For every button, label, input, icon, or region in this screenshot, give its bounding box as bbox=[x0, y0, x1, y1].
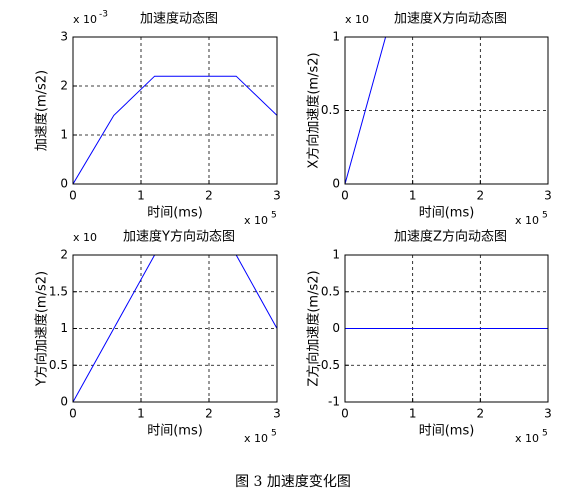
axes-box bbox=[344, 254, 549, 403]
y-axis-label: Z方向加速度(m/s2) bbox=[306, 270, 322, 386]
y-axis-label: 加速度(m/s2) bbox=[34, 70, 50, 151]
x-axis-label: 时间(ms) bbox=[147, 424, 203, 439]
subplot-title: 加速度动态图 bbox=[140, 11, 218, 27]
subplot-title: 加速度X方向动态图 bbox=[394, 11, 507, 27]
x-tick-label: 2 bbox=[205, 189, 213, 203]
y-tick-label: 0 bbox=[332, 177, 340, 191]
x-tick-label: 3 bbox=[273, 407, 281, 421]
x-multiplier: x 10 bbox=[244, 432, 268, 445]
y-tick-label: 0 bbox=[332, 321, 340, 335]
y-tick-label: 1 bbox=[60, 321, 68, 335]
x-tick-label: 0 bbox=[341, 189, 349, 203]
x-multiplier: x 10 bbox=[515, 214, 539, 227]
x-tick-label: 2 bbox=[205, 407, 213, 421]
x-multiplier-exponent: 5 bbox=[271, 211, 277, 221]
figure-caption: 图 3 加速度变化图 bbox=[235, 474, 351, 490]
x-tick-label: 2 bbox=[477, 407, 485, 421]
y-tick-label: -0.5 bbox=[317, 358, 340, 372]
y-axis-label: X方向加速度(m/s2) bbox=[306, 52, 322, 168]
x-axis-label: 时间(ms) bbox=[419, 206, 475, 221]
y-tick-label: 1.5 bbox=[49, 284, 68, 298]
y-axis-label: Y方向加速度(m/s2) bbox=[34, 271, 50, 387]
y-multiplier: x 10 bbox=[73, 13, 97, 26]
y-tick-label: -1 bbox=[328, 395, 340, 409]
y-tick-label: 0.5 bbox=[49, 358, 68, 372]
x-tick-label: 3 bbox=[544, 189, 552, 203]
x-tick-label: 0 bbox=[69, 189, 77, 203]
data-line bbox=[73, 255, 277, 402]
y-tick-label: 1 bbox=[60, 128, 68, 142]
x-multiplier-exponent: 5 bbox=[271, 429, 277, 439]
y-tick-label: 2 bbox=[60, 248, 68, 262]
y-tick-label: 2 bbox=[60, 79, 68, 93]
y-tick-label: 1 bbox=[332, 248, 340, 262]
x-tick-label: 2 bbox=[477, 189, 485, 203]
y-tick-label: 0 bbox=[60, 177, 68, 191]
x-tick-label: 1 bbox=[409, 407, 417, 421]
subplot-title: 加速度Y方向动态图 bbox=[123, 229, 235, 245]
x-multiplier-exponent: 5 bbox=[542, 211, 548, 221]
x-axis-label: 时间(ms) bbox=[419, 424, 475, 439]
y-tick-label: 0.5 bbox=[321, 284, 340, 298]
x-multiplier: x 10 bbox=[515, 432, 539, 445]
y-tick-label: 0.5 bbox=[321, 103, 340, 117]
x-multiplier: x 10 bbox=[244, 214, 268, 227]
axes-box bbox=[344, 36, 549, 185]
data-line bbox=[73, 75, 277, 184]
x-tick-label: 1 bbox=[137, 407, 145, 421]
y-tick-label: 1 bbox=[332, 30, 340, 44]
y-tick-label: 3 bbox=[60, 30, 68, 44]
plot-area bbox=[73, 37, 277, 184]
x-axis-label: 时间(ms) bbox=[147, 206, 203, 221]
y-multiplier-exponent: -3 bbox=[99, 10, 108, 20]
x-tick-label: 1 bbox=[137, 189, 145, 203]
subplot-title: 加速度Z方向动态图 bbox=[394, 229, 507, 245]
x-tick-label: 0 bbox=[69, 407, 77, 421]
x-tick-label: 3 bbox=[273, 189, 281, 203]
axes-box bbox=[72, 254, 278, 403]
x-tick-label: 0 bbox=[341, 407, 349, 421]
data-line bbox=[345, 37, 387, 184]
y-multiplier: x 10 bbox=[345, 13, 369, 26]
x-tick-label: 3 bbox=[544, 407, 552, 421]
y-multiplier: x 10 bbox=[73, 231, 97, 244]
x-tick-label: 1 bbox=[409, 189, 417, 203]
axes-box bbox=[72, 36, 278, 185]
x-multiplier-exponent: 5 bbox=[542, 429, 548, 439]
y-tick-label: 0 bbox=[60, 395, 68, 409]
